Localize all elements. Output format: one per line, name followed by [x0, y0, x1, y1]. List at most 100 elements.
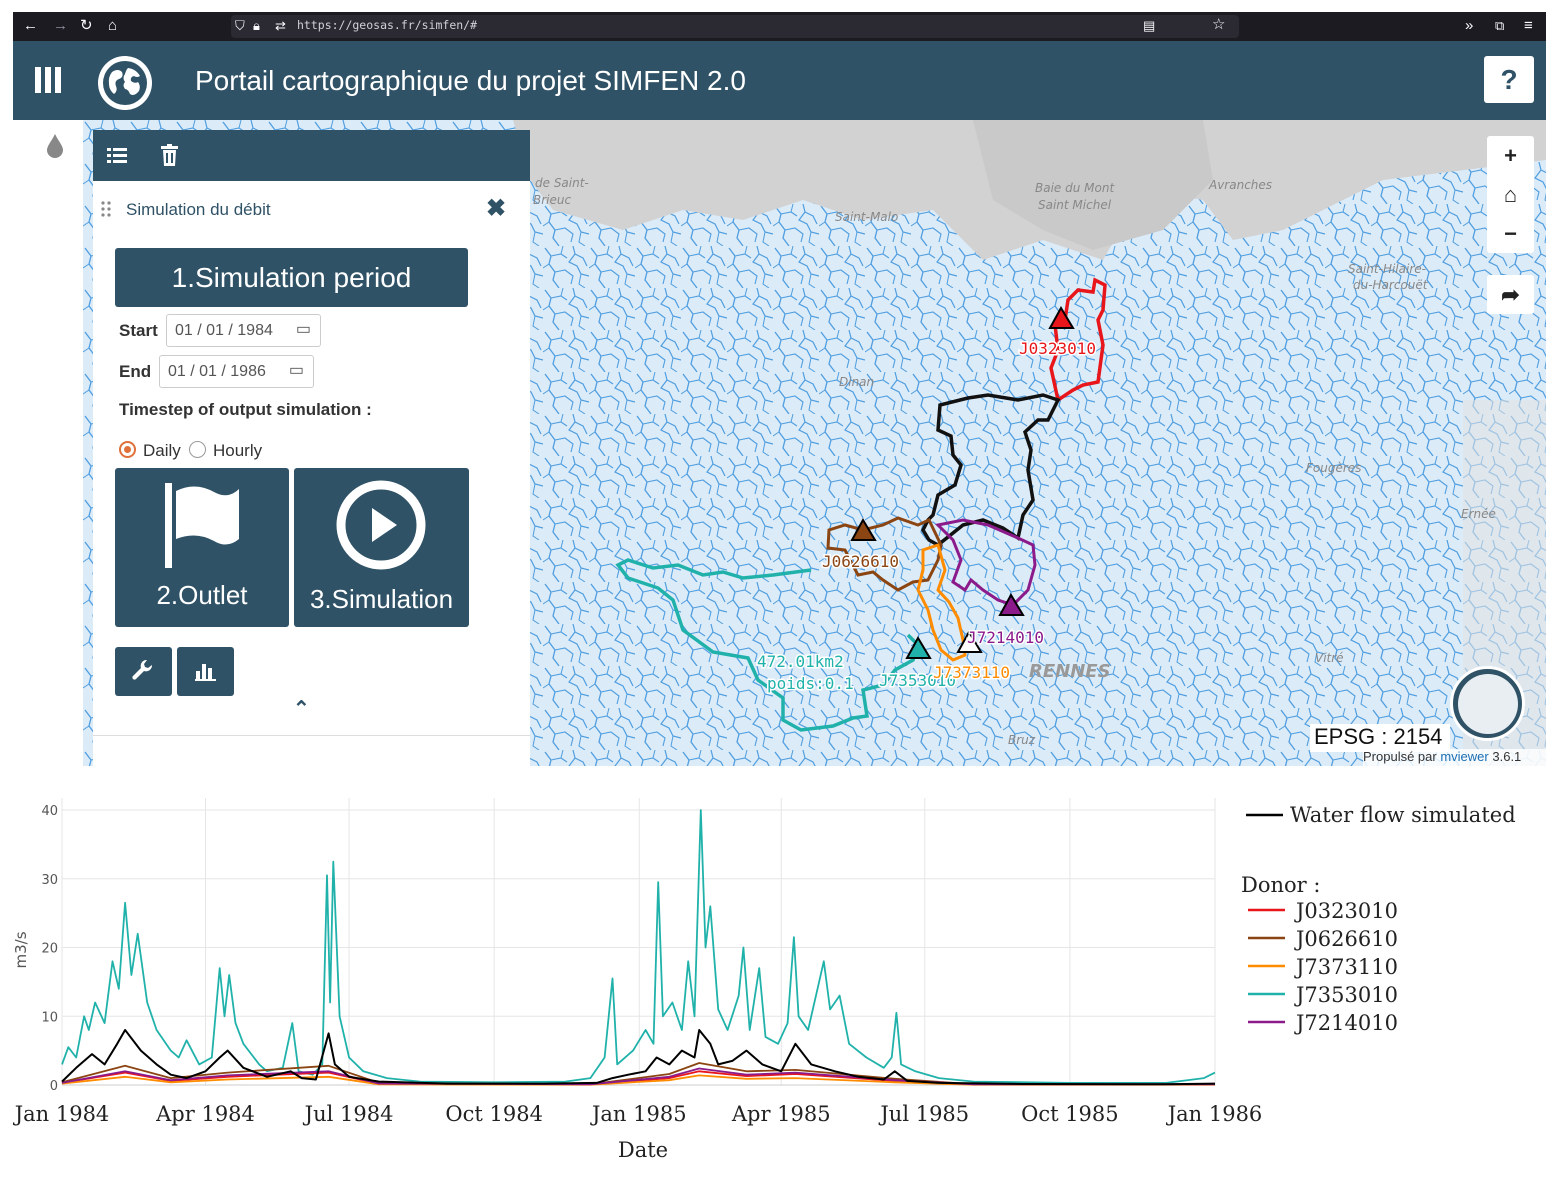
page-title: Portail cartographique du projet SIMFEN … — [195, 65, 746, 96]
layers-menu-icon[interactable] — [35, 67, 63, 93]
flow-chart: 0 10 20 30 40 Jan 1984 Apr 1984 Jul 1984 Oct 198… — [0, 780, 1560, 1175]
catchment-j7214010[interactable] — [934, 518, 1037, 607]
simulation-panel: Simulation du débit ✖ 1.Simulation perio… — [93, 130, 530, 766]
extensions-icon[interactable]: ⧉ — [1495, 18, 1505, 33]
map-nav-controls: + ⌂ − — [1487, 136, 1534, 253]
map-label-harcouet: du-Harcouët — [1353, 278, 1429, 292]
station-marker-j7373110[interactable] — [956, 629, 983, 653]
list-icon[interactable] — [107, 147, 127, 165]
catchment-j7373110[interactable] — [916, 543, 967, 662]
shield-icon[interactable]: ⛉ — [235, 18, 245, 33]
zoom-in-button[interactable]: + — [1504, 143, 1517, 168]
x-tick-label: Jul 1984 — [303, 1102, 394, 1126]
station-label-j7353010: J7353010 — [879, 671, 956, 690]
legend-label-j7373110[interactable]: J7373110 — [1294, 955, 1398, 979]
start-date-input[interactable]: 01 / 01 / 1984 ▭ — [166, 314, 321, 347]
start-date-value: 01 / 01 / 1984 — [175, 322, 273, 339]
calendar-icon[interactable]: ▭ — [288, 362, 304, 379]
daily-radio[interactable] — [119, 441, 136, 458]
catchment-area-label: 472.01km2 — [757, 652, 844, 671]
epsg-label: EPSG : 2154 — [1310, 724, 1450, 752]
overflow-chevrons-icon[interactable]: » — [1465, 17, 1474, 34]
legend-label-j0626610[interactable]: J0626610 — [1294, 927, 1398, 951]
legend-label-j7353010[interactable]: J7353010 — [1294, 983, 1398, 1007]
permissions-icon[interactable]: ⇄ — [275, 18, 286, 33]
panel-toolbar — [93, 130, 530, 181]
panel-divider — [93, 735, 530, 736]
collapse-chevron-icon[interactable]: ⌃ — [293, 698, 310, 720]
legend-label-j7214010[interactable]: J7214010 — [1294, 1011, 1398, 1035]
left-rail — [13, 120, 83, 766]
share-arrow-button[interactable]: ➦ — [1501, 282, 1520, 307]
start-label: Start — [119, 321, 158, 340]
attribution-version: 3.6.1 — [1492, 749, 1522, 764]
daily-label: Daily — [143, 441, 181, 460]
chart-button[interactable] — [177, 647, 234, 696]
station-marker-j0626610[interactable] — [850, 517, 877, 541]
outlet-button[interactable]: 2.Outlet — [115, 468, 289, 627]
panel-title: Simulation du débit — [126, 200, 271, 219]
attribution-prefix: Propulsé par — [1363, 749, 1437, 764]
url-text[interactable]: https://geosas.fr/simfen/# — [297, 18, 478, 32]
y-tick-label: 0 — [50, 1079, 58, 1094]
catchment-j0626610[interactable] — [826, 516, 943, 592]
trash-icon[interactable] — [161, 144, 178, 166]
station-label-j0323010: J0323010 — [1019, 339, 1096, 358]
back-icon[interactable]: ← — [23, 17, 38, 34]
bookmark-star-icon[interactable]: ☆ — [1212, 16, 1226, 33]
catchment-j7353010[interactable] — [615, 558, 921, 732]
zoom-out-button[interactable]: − — [1504, 221, 1517, 246]
hourly-radio[interactable] — [189, 441, 206, 458]
play-circle-icon — [336, 480, 426, 570]
home-extent-button[interactable]: ⌂ — [1503, 182, 1518, 207]
close-icon[interactable]: ✖ — [486, 195, 507, 222]
x-tick-label: Apr 1984 — [155, 1102, 255, 1126]
forward-icon[interactable]: → — [53, 17, 68, 34]
legend-donor-title: Donor : — [1241, 873, 1320, 897]
y-tick-label: 30 — [41, 873, 58, 888]
x-tick-label: Oct 1985 — [1021, 1102, 1119, 1126]
map-label-baie-saint-brieuc-2: Brieuc — [533, 193, 571, 207]
calendar-icon[interactable]: ▭ — [295, 321, 311, 338]
series-line-j7353010[interactable] — [61, 809, 1216, 1084]
mviewer-link[interactable]: mviewer — [1440, 749, 1489, 764]
settings-button[interactable] — [115, 647, 172, 696]
map-label-rennes: RENNES — [1029, 661, 1111, 682]
simulation-period-button[interactable]: 1.Simulation period — [115, 248, 468, 307]
home-icon[interactable]: ⌂ — [108, 17, 118, 34]
x-tick-label: Jul 1985 — [878, 1102, 969, 1126]
map-label-vitre: Vitré — [1315, 651, 1344, 665]
help-button[interactable]: ? — [1484, 56, 1534, 103]
series-line-j7373110[interactable] — [61, 1074, 1215, 1086]
legend-label-j0323010[interactable]: J0323010 — [1294, 899, 1398, 923]
map-label-saint-malo: Saint-Malo — [835, 210, 898, 224]
station-marker-j7214010[interactable] — [998, 592, 1025, 616]
reload-icon[interactable]: ↻ — [80, 17, 93, 34]
map-label-dinan: Dinan — [839, 375, 874, 389]
url-bar[interactable]: ⛉ 🔒︎ ⇄ https://geosas.fr/simfen/# ▤ ☆ — [231, 15, 1239, 38]
simulation-button[interactable]: 3.Simulation — [294, 468, 469, 627]
map-label-baie-saint-brieuc: de Saint- — [535, 176, 589, 190]
reader-view-icon[interactable]: ▤ — [1143, 18, 1156, 33]
map-attribution: Propulsé par mviewer 3.6.1 — [1363, 749, 1546, 766]
end-date-input[interactable]: 01 / 01 / 1986 ▭ — [159, 355, 314, 388]
station-marker-j0323010[interactable] — [1048, 305, 1075, 329]
lock-icon[interactable]: 🔒︎ — [253, 18, 260, 33]
y-tick-label: 40 — [41, 804, 58, 819]
water-drop-icon[interactable] — [45, 133, 65, 159]
overview-map-toggle[interactable] — [1450, 666, 1525, 741]
drag-handle-icon[interactable] — [101, 201, 111, 217]
outlet-button-label: 2.Outlet — [156, 580, 248, 610]
hamburger-menu-icon[interactable]: ≡ — [1524, 17, 1533, 34]
catchment-j0323010[interactable] — [1049, 277, 1107, 403]
map-label-avranches: Avranches — [1208, 178, 1272, 192]
share-control: ➦ — [1487, 275, 1534, 314]
end-label: End — [119, 362, 152, 381]
catchment-weight-label: poids:0.1 — [767, 674, 854, 693]
catchment-simulated-outlet[interactable] — [921, 393, 1061, 548]
series-line-water-flow-simulated[interactable] — [61, 1029, 1216, 1086]
station-marker-j7353010[interactable] — [905, 635, 932, 659]
map-label-ernee: Ernée — [1461, 507, 1496, 521]
browser-toolbar: ← → ↻ ⌂ ⛉ 🔒︎ ⇄ https://geosas.fr/simfen/… — [13, 12, 1546, 41]
simulation-button-label: 3.Simulation — [309, 584, 454, 614]
